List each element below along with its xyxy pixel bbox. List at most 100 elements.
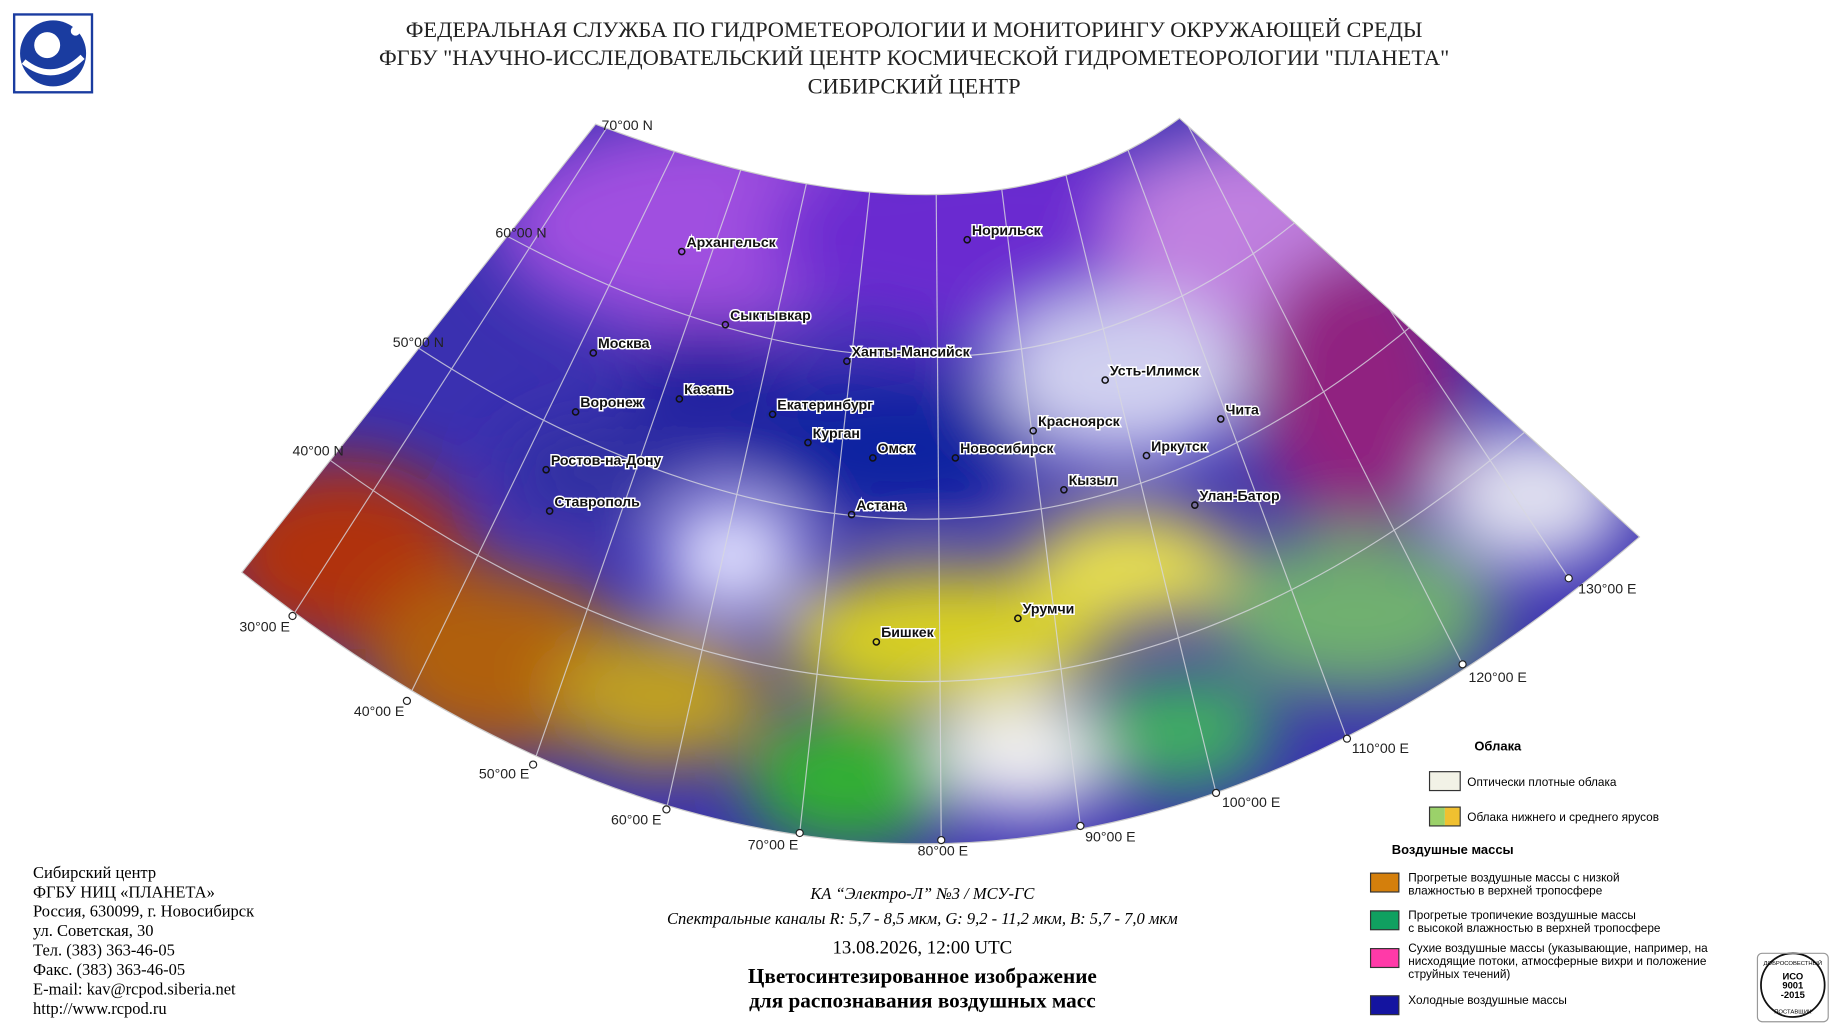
lat-label: 60°00 N bbox=[495, 224, 546, 240]
city-marker bbox=[1060, 485, 1068, 494]
legend-swatch bbox=[1444, 807, 1461, 826]
city-label: Ростов-на-Дону bbox=[551, 452, 662, 468]
legend-text: струйных течений) bbox=[1408, 968, 1510, 981]
lon-marker bbox=[937, 835, 946, 845]
city-marker bbox=[804, 438, 812, 447]
lon-label: 60°00 E bbox=[611, 812, 661, 828]
parallel bbox=[506, 222, 1295, 358]
header-line: ФЕДЕРАЛЬНАЯ СЛУЖБА ПО ГИДРОМЕТЕОРОЛОГИИ … bbox=[406, 17, 1423, 42]
city-marker bbox=[1142, 451, 1151, 460]
city-label: Москва bbox=[598, 335, 650, 351]
city-marker bbox=[677, 247, 686, 256]
legend-swatch bbox=[1369, 910, 1400, 931]
city-marker bbox=[571, 408, 580, 416]
city-label: Иркутск bbox=[1151, 438, 1208, 454]
contact-line: ФГБУ НИЦ «ПЛАНЕТА» bbox=[33, 882, 215, 901]
meridian bbox=[799, 118, 933, 834]
meridian bbox=[665, 118, 933, 810]
badge-frame bbox=[1756, 952, 1829, 1023]
city-label: Новосибирск bbox=[960, 440, 1054, 456]
badge-line: -2015 bbox=[1781, 989, 1805, 1000]
city-label: Урумчи bbox=[1023, 601, 1075, 617]
lat-label: 50°00 N bbox=[393, 334, 444, 350]
caption-title: Цветосинтезированное изображение bbox=[748, 964, 1097, 988]
legend-swatch bbox=[1369, 995, 1400, 1016]
city-label: Ставрополь bbox=[554, 493, 640, 509]
caption-satellite: КА “Электро-Л” №3 / МСУ-ГС bbox=[809, 884, 1035, 903]
city-label: Воронеж bbox=[580, 394, 643, 410]
legend-text: Прогретые воздушные массы с низкой bbox=[1408, 871, 1619, 884]
legend-text: Прогретые тропичекие воздушные массы bbox=[1408, 909, 1636, 922]
city-marker bbox=[1190, 501, 1199, 509]
lon-marker bbox=[1458, 660, 1467, 669]
caption-channels: Спектральные каналы R: 5,7 - 8,5 мкм, G:… bbox=[667, 909, 1178, 928]
legend-text: Облака нижнего и среднего ярусов bbox=[1467, 811, 1659, 824]
city-marker bbox=[1029, 426, 1038, 435]
meridian bbox=[532, 118, 933, 765]
lon-label: 30°00 E bbox=[239, 618, 289, 634]
legend-title: Облака bbox=[1474, 738, 1522, 753]
lon-label: 80°00 E bbox=[918, 842, 968, 858]
lon-marker bbox=[795, 828, 804, 838]
contact-line: E-mail: kav@rcpod.siberia.net bbox=[33, 980, 236, 999]
city-label: Архангельск bbox=[686, 234, 776, 250]
lat-label: 70°00 N bbox=[602, 117, 653, 133]
lon-marker bbox=[1211, 788, 1221, 798]
city-label: Сыктывкар bbox=[730, 307, 811, 323]
city-marker bbox=[675, 395, 684, 403]
contact-line: ул. Советская, 30 bbox=[33, 921, 153, 940]
city-marker bbox=[768, 410, 777, 419]
city-label: Усть-Илимск bbox=[1110, 362, 1200, 378]
city-marker bbox=[847, 510, 856, 519]
city-label: Курган bbox=[813, 425, 860, 441]
city-marker bbox=[721, 320, 730, 329]
city-marker bbox=[1101, 376, 1110, 384]
legend-title: Воздушные массы bbox=[1392, 842, 1514, 857]
city-marker bbox=[868, 454, 877, 462]
lon-label: 40°00 E bbox=[354, 703, 404, 719]
city-label: Бишкек bbox=[881, 624, 935, 640]
city-label: Ханты-Мансийск bbox=[852, 344, 971, 360]
contact-line: Сибирский центр bbox=[33, 863, 156, 882]
lon-label: 110°00 E bbox=[1352, 740, 1409, 756]
badge-top: ДОБРОСОВЕСТНЫЙ bbox=[1764, 959, 1823, 967]
city-marker bbox=[843, 357, 851, 366]
city-label: Чита bbox=[1225, 401, 1259, 417]
header-line: СИБИРСКИЙ ЦЕНТР bbox=[808, 73, 1021, 98]
parallel bbox=[329, 431, 1525, 683]
city-marker bbox=[872, 638, 881, 646]
badge-line: 9001 bbox=[1782, 980, 1803, 991]
legend-swatch bbox=[1429, 807, 1445, 826]
meridian bbox=[931, 118, 1464, 665]
legend-text: с высокой влажностью в верхней тропосфер… bbox=[1408, 922, 1661, 935]
city-marker bbox=[951, 454, 960, 462]
map-frame bbox=[240, 117, 1641, 845]
city-marker bbox=[963, 235, 972, 244]
lon-marker bbox=[402, 696, 412, 706]
city-marker bbox=[1014, 614, 1022, 623]
meridian bbox=[931, 118, 1217, 794]
lon-marker bbox=[662, 805, 671, 814]
city-label: Норильск bbox=[972, 222, 1042, 238]
caption-datetime: 13.08.2026, 12:00 UTC bbox=[833, 937, 1013, 958]
city-label: Омск bbox=[878, 440, 915, 456]
badge-bottom: ПОСТАВЩИК bbox=[1774, 1009, 1812, 1015]
city-marker bbox=[545, 507, 554, 515]
legend-swatch bbox=[1369, 948, 1400, 969]
parallel bbox=[418, 327, 1410, 520]
legend-text: влажностью в верхней тропосфере bbox=[1408, 884, 1602, 897]
contact-line: http://www.rcpod.ru bbox=[33, 999, 167, 1018]
city-label: Улан-Батор bbox=[1200, 487, 1280, 503]
logo bbox=[12, 13, 94, 94]
legend-swatch-border bbox=[1428, 806, 1461, 827]
city-label: Кызыл bbox=[1069, 472, 1118, 488]
lon-marker bbox=[529, 760, 538, 769]
city-label: Казань bbox=[684, 381, 733, 397]
meridian bbox=[931, 118, 1081, 827]
lon-label: 120°00 E bbox=[1468, 669, 1526, 685]
lon-label: 70°00 E bbox=[748, 837, 798, 853]
legend-text: Оптически плотные облака bbox=[1467, 776, 1617, 789]
meridian bbox=[931, 118, 1570, 579]
city-label: Красноярск bbox=[1038, 413, 1121, 429]
meridian bbox=[931, 118, 1348, 739]
